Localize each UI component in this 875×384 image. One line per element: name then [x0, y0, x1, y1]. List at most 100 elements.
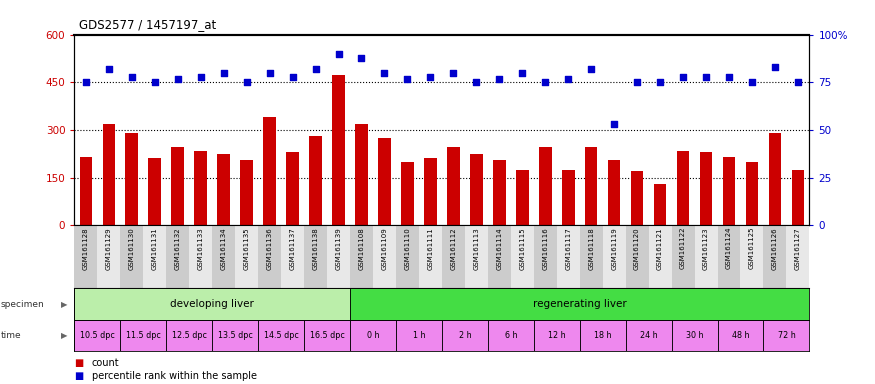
Text: GSM161119: GSM161119 — [611, 227, 617, 270]
Bar — [470, 154, 483, 225]
Text: GSM161111: GSM161111 — [427, 227, 433, 270]
Bar — [718, 225, 740, 288]
Bar — [258, 320, 304, 351]
Text: GSM161139: GSM161139 — [335, 227, 341, 270]
Bar — [442, 225, 465, 288]
Point — [79, 79, 93, 86]
Text: GSM161118: GSM161118 — [588, 227, 594, 270]
Text: 72 h: 72 h — [778, 331, 795, 340]
Text: GSM161121: GSM161121 — [657, 227, 663, 270]
Text: GSM161120: GSM161120 — [634, 227, 640, 270]
Point — [401, 76, 415, 82]
Bar — [286, 152, 299, 225]
Point — [493, 76, 507, 82]
Point — [148, 79, 162, 86]
Point — [125, 74, 139, 80]
Bar — [723, 157, 735, 225]
Point — [240, 79, 254, 86]
Text: 0 h: 0 h — [367, 331, 379, 340]
Text: GSM161124: GSM161124 — [726, 227, 732, 270]
Text: 30 h: 30 h — [686, 331, 704, 340]
Text: regenerating liver: regenerating liver — [533, 299, 626, 309]
Bar — [603, 225, 626, 288]
Bar — [672, 320, 718, 351]
Bar — [121, 225, 144, 288]
Bar — [648, 225, 672, 288]
Text: 24 h: 24 h — [640, 331, 657, 340]
Bar — [626, 225, 648, 288]
Point — [768, 64, 782, 70]
Point — [446, 70, 460, 76]
Bar — [626, 320, 672, 351]
Text: GSM161114: GSM161114 — [496, 227, 502, 270]
Bar — [654, 184, 667, 225]
Text: GSM161134: GSM161134 — [220, 227, 227, 270]
Text: developing liver: developing liver — [171, 299, 254, 309]
Bar — [235, 225, 258, 288]
Bar — [488, 225, 511, 288]
Text: count: count — [92, 358, 120, 368]
Text: 16.5 dpc: 16.5 dpc — [310, 331, 345, 340]
Point — [377, 70, 391, 76]
Bar — [194, 151, 207, 225]
Bar — [562, 170, 575, 225]
Text: percentile rank within the sample: percentile rank within the sample — [92, 371, 257, 381]
Bar — [539, 147, 551, 225]
Bar — [401, 162, 414, 225]
Bar — [584, 147, 598, 225]
Bar — [534, 225, 556, 288]
Bar — [763, 320, 809, 351]
Bar — [488, 320, 534, 351]
Text: GSM161136: GSM161136 — [267, 227, 273, 270]
Point — [630, 79, 644, 86]
Point — [561, 76, 575, 82]
Bar — [419, 225, 442, 288]
Point — [102, 66, 116, 72]
Point — [469, 79, 483, 86]
Text: specimen: specimen — [1, 300, 45, 309]
Point — [262, 70, 276, 76]
Text: GSM161132: GSM161132 — [175, 227, 181, 270]
Bar — [465, 225, 488, 288]
Point — [722, 74, 736, 80]
Bar — [125, 133, 138, 225]
Bar — [102, 124, 116, 225]
Bar — [396, 320, 442, 351]
Bar — [768, 133, 781, 225]
Text: GSM161127: GSM161127 — [794, 227, 801, 270]
Point — [515, 70, 529, 76]
Bar — [166, 320, 213, 351]
Bar — [511, 225, 534, 288]
Bar — [74, 320, 121, 351]
Text: 6 h: 6 h — [505, 331, 517, 340]
Bar — [121, 320, 166, 351]
Text: time: time — [1, 331, 22, 340]
Bar — [631, 171, 643, 225]
Text: GSM161126: GSM161126 — [772, 227, 778, 270]
Point — [217, 70, 231, 76]
Bar — [332, 74, 345, 225]
Text: 1 h: 1 h — [413, 331, 425, 340]
Bar — [217, 154, 230, 225]
Bar — [350, 320, 396, 351]
Bar — [213, 320, 258, 351]
Bar — [695, 225, 717, 288]
Bar — [350, 225, 373, 288]
Point — [285, 74, 299, 80]
Text: GSM161113: GSM161113 — [473, 227, 480, 270]
Point — [332, 51, 346, 57]
Text: ▶: ▶ — [60, 331, 67, 340]
Text: 14.5 dpc: 14.5 dpc — [263, 331, 298, 340]
Text: GSM161110: GSM161110 — [404, 227, 410, 270]
Bar — [580, 320, 626, 351]
Text: ▶: ▶ — [60, 300, 67, 309]
Point — [171, 76, 185, 82]
Text: GSM161125: GSM161125 — [749, 227, 755, 270]
Bar — [676, 151, 690, 225]
Text: GSM161133: GSM161133 — [198, 227, 204, 270]
Text: 12.5 dpc: 12.5 dpc — [172, 331, 206, 340]
Bar — [672, 225, 695, 288]
Bar — [355, 124, 367, 225]
Text: GSM161137: GSM161137 — [290, 227, 296, 270]
Text: GSM161130: GSM161130 — [129, 227, 135, 270]
